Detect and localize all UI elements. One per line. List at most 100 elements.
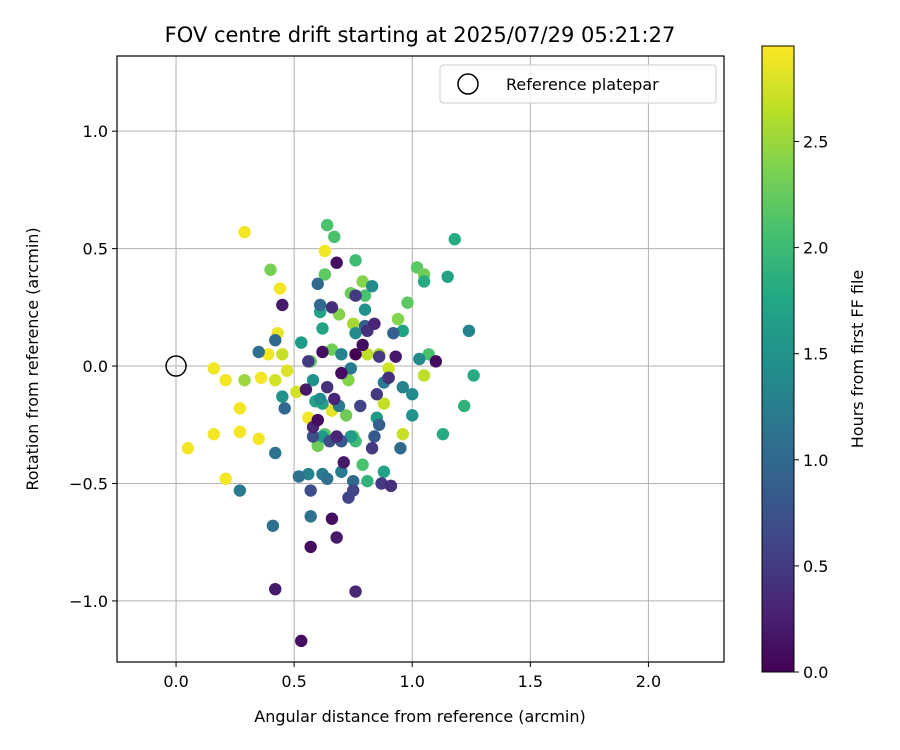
data-point: [252, 345, 265, 359]
colorbar: 0.0 0.5 1.0 1.5 2.0 2.5 Hours from first FF f…: [761, 45, 867, 682]
y-tick-label: 0.5: [83, 240, 108, 259]
data-point: [344, 362, 358, 375]
colorbar-tick-label: 1.0: [803, 451, 828, 470]
data-point: [269, 334, 282, 347]
reference-point: [165, 355, 187, 377]
data-point: [344, 430, 358, 443]
data-point: [349, 289, 362, 302]
data-point: [292, 470, 306, 483]
data-point: [354, 399, 367, 413]
data-point: [389, 350, 402, 363]
data-point: [299, 383, 313, 396]
data-point: [448, 233, 461, 246]
data-point: [382, 362, 395, 375]
data-point: [311, 413, 324, 427]
data-point: [328, 230, 341, 244]
data-point: [328, 392, 341, 406]
reference-marker: [165, 355, 187, 377]
data-point: [276, 348, 289, 361]
data-point: [330, 256, 343, 269]
data-point: [276, 390, 289, 403]
data-point: [311, 439, 324, 453]
data-point: [377, 397, 391, 410]
chart-title: FOV centre drift starting at 2025/07/29 …: [165, 23, 676, 47]
data-points: [181, 218, 480, 648]
data-point: [346, 317, 360, 330]
data-point: [304, 510, 317, 523]
data-point: [207, 362, 221, 375]
data-point: [384, 479, 398, 493]
y-tick-label: −1.0: [69, 592, 108, 611]
data-point: [335, 366, 348, 380]
data-point: [325, 343, 339, 356]
colorbar-tick-label: 1.5: [803, 345, 828, 364]
colorbar-tick-label: 2.0: [803, 239, 828, 258]
data-point: [313, 298, 327, 312]
data-point: [375, 477, 388, 490]
data-point: [396, 427, 409, 441]
data-point: [181, 442, 195, 455]
colorbar-label: Hours from first FF file: [848, 270, 867, 449]
colorbar-tick-label: 0.5: [803, 557, 828, 576]
data-point: [391, 312, 405, 326]
data-point: [361, 474, 374, 488]
x-tick-label: 1.0: [400, 672, 425, 691]
data-point: [325, 512, 339, 525]
data-point: [406, 409, 419, 422]
data-point: [325, 301, 339, 314]
data-point: [401, 296, 414, 309]
data-point: [361, 348, 374, 361]
data-point: [276, 298, 289, 312]
data-point: [382, 371, 395, 384]
data-point: [278, 402, 291, 415]
data-point: [349, 348, 362, 361]
y-axis-ticks: −1.0 −0.5 0.0 0.5 1.0: [69, 122, 117, 611]
data-point: [318, 244, 332, 258]
y-tick-label: −0.5: [69, 474, 108, 493]
x-tick-label: 1.5: [518, 672, 543, 691]
data-point: [346, 474, 360, 488]
data-point: [387, 326, 400, 340]
plot-frame: [116, 55, 725, 663]
data-point: [269, 582, 282, 596]
data-point: [358, 289, 372, 302]
data-point: [252, 432, 265, 446]
data-point: [318, 268, 332, 281]
data-point: [254, 371, 268, 384]
colorbar-tick-label: 2.5: [803, 132, 828, 151]
data-point: [264, 263, 277, 276]
x-axis-ticks: 0.0 0.5 1.0 1.5 2.0: [163, 662, 661, 691]
data-point: [269, 446, 282, 460]
data-point: [330, 531, 343, 544]
data-point: [321, 472, 334, 485]
data-point: [457, 399, 471, 413]
data-point: [349, 254, 362, 267]
legend-marker-icon: [457, 73, 479, 95]
data-point: [356, 458, 369, 471]
data-point: [238, 225, 251, 239]
data-point: [429, 355, 443, 368]
data-point: [273, 282, 287, 295]
data-point: [316, 322, 329, 335]
data-point: [394, 442, 407, 455]
data-point: [238, 373, 251, 387]
data-point: [295, 634, 308, 648]
data-point: [372, 418, 386, 431]
grid-lines: [117, 56, 724, 662]
data-point: [417, 369, 431, 382]
colorbar-gradient: [761, 45, 795, 673]
legend-box: [439, 64, 717, 104]
data-point: [219, 472, 232, 485]
data-point: [261, 348, 275, 361]
data-point: [207, 427, 221, 441]
data-point: [368, 430, 381, 443]
colorbar-ticks: 0.0 0.5 1.0 1.5 2.0 2.5: [794, 132, 828, 682]
x-tick-label: 0.0: [163, 672, 188, 691]
data-point: [302, 355, 315, 368]
data-point: [306, 373, 320, 387]
y-tick-label: 0.0: [83, 357, 108, 376]
legend-entry-reference: Reference platepar: [506, 75, 659, 94]
data-point: [335, 465, 348, 478]
data-point: [269, 373, 282, 387]
